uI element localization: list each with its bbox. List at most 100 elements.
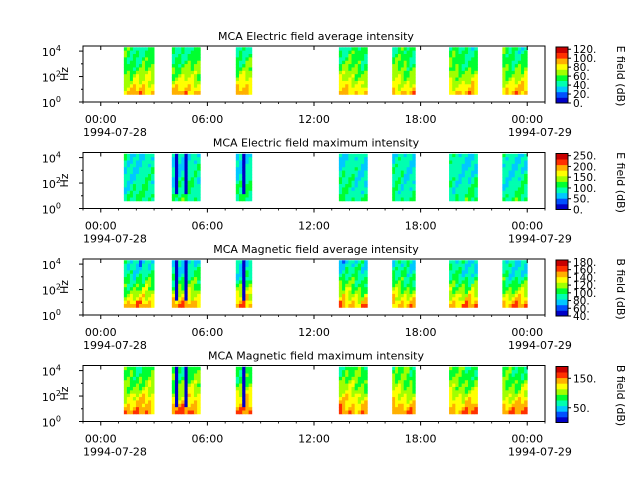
spectrogram-cell: [392, 403, 396, 408]
spectrogram-cell: [502, 403, 506, 408]
spectrogram-cell: [409, 91, 413, 95]
spectrogram-cell: [392, 390, 396, 395]
spectrogram-cell: [357, 267, 362, 271]
spectrogram-cell: [184, 190, 189, 195]
spectrogram-cell: [412, 187, 416, 192]
spectrogram-cell: [452, 270, 456, 275]
spectrogram-cell: [348, 370, 352, 374]
spectrogram-cell: [392, 410, 396, 415]
spectrogram-cell: [471, 190, 475, 195]
spectrogram-cell: [364, 410, 368, 415]
spectrogram-cell: [175, 157, 179, 161]
spectrogram-cell: [514, 380, 519, 384]
spectrogram-cell: [412, 280, 416, 285]
spectrogram-cell: [458, 170, 463, 175]
spectrogram-cell: [141, 397, 146, 401]
spectrogram-cell: [511, 173, 516, 178]
spectrogram-cell: [184, 157, 189, 161]
spectrogram-cell: [468, 366, 472, 371]
spectrogram-cell: [524, 197, 528, 202]
spectrogram-cell: [235, 163, 240, 168]
spectrogram-cell: [129, 263, 134, 268]
spectrogram-cell: [178, 87, 182, 92]
spectrogram-cell: [193, 194, 198, 198]
spectrogram-cell: [403, 263, 408, 268]
spectrogram-cell: [455, 304, 459, 308]
spectrogram-cell: [135, 383, 140, 388]
spectrogram-cell: [468, 67, 472, 72]
spectrogram-cell: [235, 194, 240, 198]
spectrogram-cell: [471, 376, 475, 381]
spectrogram-cell: [468, 54, 472, 58]
spectrogram-cell: [184, 386, 189, 391]
spectrogram-cell: [511, 287, 516, 291]
spectrogram-cell: [397, 260, 402, 265]
spectrogram-cell: [357, 194, 362, 198]
spectrogram-cell: [517, 376, 522, 381]
spectrogram-cell: [364, 77, 368, 82]
spectrogram-cell: [187, 153, 192, 158]
spectrogram-cell: [345, 400, 349, 405]
spectrogram-cell: [145, 190, 149, 195]
spectrogram-cell: [464, 390, 469, 395]
panel-1: MCA Electric field average intensity00:0…: [42, 30, 627, 139]
spectrogram-cell: [474, 74, 478, 78]
x-tick-label: 00:00: [511, 326, 543, 339]
spectrogram-cell: [409, 80, 413, 85]
spectrogram-cell: [521, 74, 525, 78]
spectrogram-cell: [338, 167, 343, 171]
spectrogram-cell: [364, 67, 368, 72]
spectrogram-cell: [360, 277, 365, 281]
spectrogram-cell: [511, 400, 516, 405]
spectrogram-cell: [342, 84, 346, 89]
spectrogram-cell: [138, 390, 143, 395]
spectrogram-cell: [184, 47, 189, 52]
spectrogram-cell: [409, 370, 413, 374]
spectrogram-cell: [357, 80, 362, 85]
spectrogram-cell: [360, 197, 365, 202]
spectrogram-cell: [151, 180, 155, 185]
spectrogram-cell: [508, 380, 513, 384]
spectrogram-cell: [474, 50, 478, 55]
spectrogram-cell: [148, 290, 152, 295]
spectrogram-cell: [135, 273, 140, 278]
spectrogram-cell: [171, 67, 176, 72]
spectrogram-cell: [351, 300, 356, 305]
spectrogram-cell: [452, 197, 456, 202]
spectrogram-cell: [514, 153, 519, 158]
spectrogram-cell: [521, 380, 525, 384]
spectrogram-cell: [517, 194, 522, 198]
spectrogram-cell: [357, 290, 362, 295]
spectrogram-cell: [148, 160, 152, 165]
spectrogram-cell: [342, 153, 346, 158]
spectrogram-cell: [197, 47, 201, 52]
spectrogram-cell: [138, 287, 143, 291]
spectrogram-cell: [524, 393, 528, 398]
spectrogram-cell: [360, 270, 365, 275]
spectrogram-cell: [403, 370, 408, 374]
spectrogram-cell: [197, 300, 201, 305]
spectrogram-cell: [521, 50, 525, 55]
spectrogram-cell: [397, 400, 402, 405]
spectrogram-cell: [471, 407, 475, 411]
spectrogram-cell: [135, 366, 140, 371]
spectrogram-cell: [184, 277, 189, 281]
spectrogram-cell: [471, 70, 475, 75]
spectrogram-cell: [193, 197, 198, 202]
spectrogram-cell: [403, 50, 408, 55]
spectrogram-cell: [409, 376, 413, 381]
spectrogram-cell: [123, 80, 128, 85]
spectrogram-cell: [505, 170, 509, 175]
spectrogram-cell: [406, 383, 410, 388]
spectrogram-cell: [357, 170, 362, 175]
spectrogram-cell: [242, 280, 246, 285]
spectrogram-cell: [449, 70, 453, 75]
spectrogram-cell: [406, 67, 410, 72]
spectrogram-cell: [171, 190, 176, 195]
spectrogram-cell: [178, 376, 182, 381]
spectrogram-cell: [455, 383, 459, 388]
spectrogram-cell: [464, 376, 469, 381]
spectrogram-cell: [245, 91, 250, 95]
spectrogram-cell: [521, 190, 525, 195]
spectrogram-cell: [502, 153, 506, 158]
